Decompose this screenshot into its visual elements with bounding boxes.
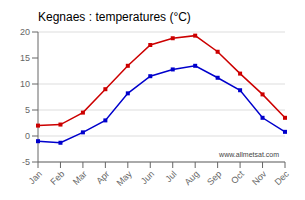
svg-text:Jun: Jun (139, 169, 156, 186)
svg-text:-5: -5 (22, 157, 30, 167)
svg-text:Dec: Dec (273, 169, 292, 188)
svg-text:15: 15 (20, 53, 30, 63)
svg-text:Feb: Feb (48, 169, 66, 187)
svg-text:5: 5 (25, 105, 30, 115)
svg-text:10: 10 (20, 79, 30, 89)
svg-text:Jul: Jul (163, 169, 178, 184)
html-text:www.allmetsat.com: www.allmetsat.com (219, 151, 279, 158)
svg-text:Aug: Aug (183, 169, 201, 187)
svg-text:Nov: Nov (250, 169, 269, 188)
svg-text:Oct: Oct (229, 169, 246, 186)
svg-text:Jan: Jan (27, 169, 44, 186)
svg-text:Mar: Mar (71, 169, 89, 187)
svg-text:Apr: Apr (94, 169, 111, 186)
html-text:Kegnaes : temperatures (°C): Kegnaes : temperatures (°C) (38, 10, 191, 24)
svg-text:20: 20 (20, 27, 30, 37)
svg-text:May: May (115, 169, 134, 188)
svg-text:0: 0 (25, 131, 30, 141)
svg-text:Sep: Sep (205, 169, 223, 187)
